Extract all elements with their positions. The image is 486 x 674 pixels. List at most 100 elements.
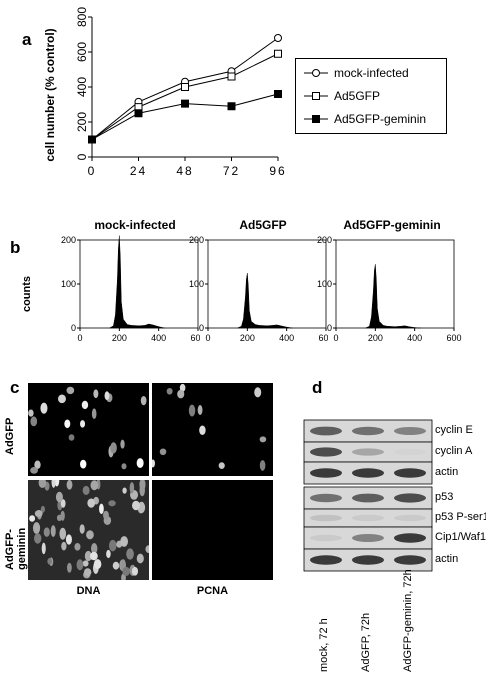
nucleus	[108, 539, 117, 552]
y-tick-label: 100	[189, 279, 204, 289]
nucleus	[122, 487, 127, 494]
histogram-area	[108, 235, 165, 329]
blot-band	[310, 447, 342, 457]
nucleus	[34, 460, 41, 469]
nucleus	[259, 460, 266, 471]
micrograph-geminin-pcna	[152, 480, 273, 580]
open-circle-marker-icon	[304, 69, 328, 77]
nucleus	[93, 559, 102, 570]
legend-label: Ad5GFP	[334, 89, 381, 103]
nucleus	[104, 391, 110, 400]
blot-band	[394, 514, 426, 522]
nucleus	[159, 448, 167, 456]
nucleus	[254, 387, 262, 398]
nucleus	[32, 522, 41, 534]
nucleus	[126, 548, 134, 560]
lane-label: AdGFP-geminin, 72h	[402, 569, 414, 672]
nucleus	[40, 402, 48, 414]
histogram-title-geminin: Ad5GFP-geminin	[343, 218, 441, 232]
blot-band	[352, 426, 384, 436]
nucleus	[67, 562, 72, 573]
legend-label: mock-infected	[334, 66, 409, 80]
nucleus	[51, 480, 56, 488]
blot-band	[310, 555, 342, 565]
y-tick-label: 200	[317, 235, 332, 245]
lane-label: AdGFP, 72h	[360, 612, 372, 672]
col-label-pcna: PCNA	[196, 585, 229, 597]
blot-band	[394, 448, 426, 456]
legend-item-ad5gfp: Ad5GFP	[304, 87, 380, 105]
plot-frame	[335, 239, 455, 329]
nucleus	[83, 568, 92, 577]
data-point	[227, 72, 236, 81]
x-tick-label: 200	[112, 333, 127, 343]
chart-legend: mock-infected Ad5GFP Ad5GFP-geminin	[295, 58, 447, 134]
blot-band	[310, 493, 342, 503]
open-square-marker-icon	[304, 92, 328, 100]
micrograph-adgfp-dna	[28, 383, 149, 476]
nucleus	[121, 463, 127, 470]
blot-band-label: cyclin A	[435, 445, 473, 457]
y-tick-label: 0	[75, 153, 89, 160]
y-tick-label: 200	[75, 112, 89, 132]
nucleus	[58, 394, 66, 404]
nucleus	[76, 559, 84, 571]
nucleus	[120, 536, 128, 547]
x-tick-label: 600	[318, 333, 328, 343]
nucleus	[188, 404, 196, 417]
blot-band	[310, 534, 342, 542]
y-tick-label: 200	[189, 235, 204, 245]
nucleus	[90, 480, 99, 491]
x-tick-label: 48	[176, 164, 193, 178]
blot-band-label: actin	[435, 466, 459, 478]
y-axis-label: counts	[21, 276, 33, 312]
x-tick-label: 0	[333, 333, 338, 343]
x-tick-label: 72	[223, 164, 240, 178]
data-point	[181, 99, 189, 108]
micrograph-adgfp-pcna	[152, 383, 273, 476]
nucleus	[218, 462, 225, 470]
blot-band-label: p53 P-ser15	[435, 511, 486, 523]
x-tick-label: 400	[407, 333, 422, 343]
data-point	[274, 90, 282, 98]
nucleus	[54, 480, 60, 487]
nucleus	[43, 527, 50, 537]
blot-band-label: cyclin E	[435, 424, 473, 436]
blot-band	[310, 514, 342, 522]
blot-band	[310, 468, 342, 478]
blot-band	[352, 555, 384, 565]
y-tick-label: 600	[75, 42, 89, 62]
nucleus	[145, 545, 149, 553]
nucleus	[103, 510, 109, 520]
data-point	[181, 83, 189, 91]
nucleus	[84, 550, 92, 562]
y-tick-label: 100	[317, 279, 332, 289]
x-tick-label: 600	[446, 333, 461, 343]
blot-band	[352, 448, 384, 456]
nucleus	[166, 387, 173, 395]
micrograph-geminin-dna	[28, 480, 149, 580]
blot-band-label: p53	[435, 491, 454, 503]
panel-label-c: c	[10, 378, 20, 397]
blot-band-label: actin	[435, 553, 459, 565]
nucleus	[64, 419, 71, 429]
nucleus	[66, 386, 75, 395]
nucleus	[40, 505, 45, 513]
nucleus	[61, 541, 67, 551]
nucleus	[90, 551, 98, 561]
nucleus	[139, 484, 145, 497]
histogram-mock: counts 0 100 200 0 200 400 600	[21, 235, 200, 343]
blot-band	[394, 555, 426, 565]
x-tick-label: 0	[88, 164, 97, 178]
x-tick-label: 200	[368, 333, 383, 343]
y-tick-label: 400	[75, 77, 89, 97]
nucleus	[199, 425, 206, 436]
blot-band	[310, 426, 342, 436]
nucleus	[120, 439, 125, 449]
row-label-adgfp: AdGFP	[4, 417, 16, 455]
nucleus	[30, 466, 38, 474]
data-point	[88, 135, 96, 144]
x-tick-label: 200	[240, 333, 255, 343]
nucleus	[29, 515, 36, 522]
data-point	[274, 49, 282, 58]
